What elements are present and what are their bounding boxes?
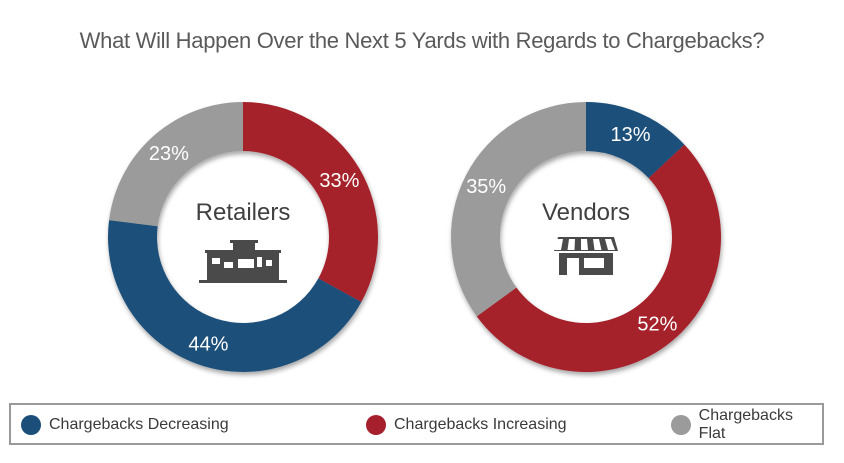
slice-chargebacks-flat bbox=[109, 102, 243, 227]
slice-data-label: 23% bbox=[149, 143, 189, 165]
donut-chart-retailers: 33% 44% 23% Retailers bbox=[108, 102, 378, 372]
slice-data-label: 33% bbox=[319, 170, 359, 192]
legend-label: Chargebacks Increasing bbox=[394, 416, 567, 433]
chart-title: What Will Happen Over the Next 5 Yards w… bbox=[79, 28, 765, 53]
center-label: Retailers bbox=[196, 199, 291, 226]
slice-data-label: 35% bbox=[466, 176, 506, 198]
slice-chargebacks-decreasing bbox=[586, 102, 685, 179]
legend-swatch bbox=[671, 415, 691, 435]
center-label: Vendors bbox=[542, 199, 630, 226]
slice-data-label: 52% bbox=[637, 313, 677, 335]
donut-chart-vendors: 13% 52% 35% Vendors bbox=[450, 102, 721, 372]
slice-chargebacks-increasing bbox=[476, 144, 721, 372]
legend-item-flat: Chargebacks Flat bbox=[671, 407, 822, 442]
donut-ring bbox=[108, 102, 378, 372]
legend-label: Chargebacks Decreasing bbox=[49, 416, 229, 433]
legend-swatch bbox=[366, 415, 386, 435]
slice-chargebacks-flat bbox=[450, 102, 586, 317]
legend-label: Chargebacks Flat bbox=[698, 407, 793, 442]
shop-awning-icon bbox=[554, 237, 618, 275]
legend-item-decreasing: Chargebacks Decreasing bbox=[21, 413, 229, 437]
legend: Chargebacks Decreasing Chargebacks Incre… bbox=[9, 403, 824, 445]
slice-chargebacks-increasing bbox=[243, 102, 378, 303]
slice-data-label: 13% bbox=[610, 124, 650, 146]
slice-data-label: 44% bbox=[188, 334, 228, 356]
storefront-building-icon bbox=[199, 240, 287, 283]
donut-charts: 33% 44% 23% Retailers 13% 52% 35% Vendors bbox=[108, 102, 721, 372]
slice-chargebacks-decreasing bbox=[108, 220, 362, 372]
donut-ring bbox=[450, 102, 721, 372]
legend-item-increasing: Chargebacks Increasing bbox=[366, 413, 567, 437]
legend-swatch bbox=[21, 415, 41, 435]
